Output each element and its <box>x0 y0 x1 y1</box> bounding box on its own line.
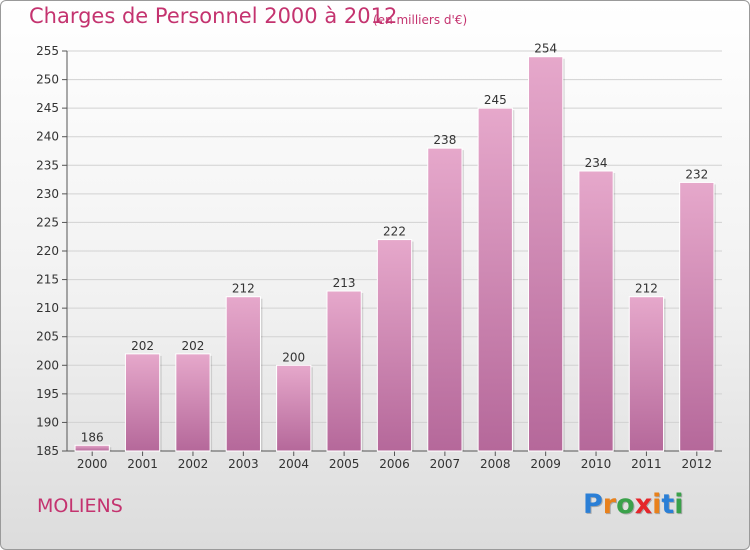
bar <box>326 290 362 452</box>
y-tick-label: 215 <box>36 273 59 287</box>
y-tick-label: 225 <box>36 215 59 229</box>
chart-subtitle: (en milliers d'€) <box>373 13 468 27</box>
bar <box>225 296 261 452</box>
y-tick-label: 220 <box>36 244 59 258</box>
x-tick-label: 2003 <box>228 457 259 471</box>
x-tick-label: 2007 <box>430 457 461 471</box>
logo-letter: i <box>652 489 662 520</box>
y-tick-label: 195 <box>36 387 59 401</box>
data-label: 245 <box>484 93 507 107</box>
x-tick-label: 2010 <box>581 457 612 471</box>
y-tick-label: 240 <box>36 130 59 144</box>
bar <box>427 147 463 452</box>
x-tick-label: 2008 <box>480 457 511 471</box>
logo-letter: t <box>661 489 675 520</box>
y-tick-label: 235 <box>36 158 59 172</box>
y-tick-label: 200 <box>36 358 59 372</box>
x-tick-label: 2006 <box>379 457 410 471</box>
bar <box>528 56 564 452</box>
data-label: 202 <box>182 339 205 353</box>
proxiti-logo: Proxiti <box>583 489 684 520</box>
y-tick-label: 205 <box>36 330 59 344</box>
bar <box>74 444 110 452</box>
logo-letter: x <box>634 489 653 520</box>
data-label: 254 <box>534 42 557 56</box>
x-tick-labels: 2000 2001 2002 2003 2004 2005 2006 2007 2008 2009… <box>77 457 712 471</box>
bar <box>628 296 665 452</box>
logo-letter: r <box>602 489 617 520</box>
x-tick-label: 2000 <box>77 457 108 471</box>
y-tick-label: 190 <box>36 415 59 429</box>
bar <box>477 107 513 452</box>
y-tick-labels: 185 190 195 200 205 210 215 220 225 230 235 240 245 2… <box>36 44 59 458</box>
data-label: 212 <box>635 282 658 296</box>
data-label: 186 <box>81 430 104 444</box>
data-label: 232 <box>685 167 708 181</box>
data-label: 202 <box>131 339 154 353</box>
x-tick-label: 2004 <box>278 457 309 471</box>
x-tick-label: 2009 <box>530 457 561 471</box>
data-label: 212 <box>232 282 255 296</box>
logo-letter: o <box>616 489 635 520</box>
place-name: MOLIENS <box>37 495 123 517</box>
y-tick-label: 255 <box>36 44 59 58</box>
y-tick-label: 230 <box>36 187 59 201</box>
x-tick-label: 2011 <box>631 457 662 471</box>
data-label: 213 <box>333 276 356 290</box>
y-tick-label: 210 <box>36 301 59 315</box>
bar <box>679 181 715 452</box>
value-labels: 186 202 202 212 200 213 222 238 245 254 234 212 232 <box>81 42 709 445</box>
bar <box>124 353 161 452</box>
data-label: 238 <box>433 133 456 147</box>
data-label: 200 <box>282 350 305 364</box>
logo-letter: P <box>583 489 603 520</box>
data-label: 222 <box>383 225 406 239</box>
chart-title: Charges de Personnel 2000 à 2012 <box>29 4 398 28</box>
bar <box>175 353 211 452</box>
bar <box>578 170 614 452</box>
x-tick-label: 2005 <box>329 457 360 471</box>
x-tick-label: 2012 <box>682 457 713 471</box>
y-tick-label: 245 <box>36 101 59 115</box>
y-tick-label: 185 <box>36 444 59 458</box>
x-tick-label: 2001 <box>127 457 158 471</box>
y-tick-label: 250 <box>36 73 59 87</box>
bar <box>276 364 312 452</box>
data-label: 234 <box>585 156 608 170</box>
bar <box>376 239 413 452</box>
x-tick-label: 2002 <box>178 457 209 471</box>
logo-letter: i <box>674 489 684 520</box>
bars <box>74 56 716 452</box>
